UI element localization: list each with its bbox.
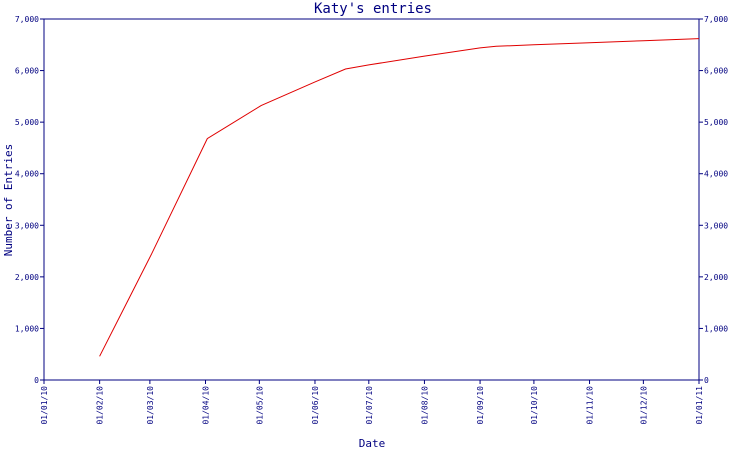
y-tick-label-right: 0	[704, 376, 709, 385]
y-axis-right: 0 1,000 2,000 3,000 4,000 5,000 6,000 7,000	[699, 15, 728, 385]
x-tick-label: 01/05/10	[255, 386, 264, 425]
y-tick-label-right: 3,000	[704, 221, 728, 230]
chart-title: Katy's entries	[314, 1, 432, 17]
y-tick-label-left: 3,000	[15, 221, 39, 230]
y-tick-label-right: 7,000	[704, 15, 728, 24]
y-tick-label-right: 4,000	[704, 170, 728, 179]
y-axis-label: Number of Entries	[2, 144, 15, 257]
plot-frame	[43, 18, 700, 381]
x-tick-label: 01/01/10	[40, 386, 49, 425]
x-tick-label: 01/03/10	[146, 386, 155, 425]
y-tick-label-left: 0	[34, 376, 39, 385]
x-tick-label: 01/01/11	[695, 386, 704, 425]
y-tick-label-left: 1,000	[15, 324, 39, 333]
y-tick-label-right: 1,000	[704, 324, 728, 333]
y-tick-label-left: 6,000	[15, 67, 39, 76]
y-axis-left: 0 1,000 2,000 3,000 4,000 5,000 6,000 7,000	[15, 15, 44, 385]
y-tick-label-left: 7,000	[15, 15, 39, 24]
y-tick-label-right: 2,000	[704, 273, 728, 282]
x-tick-label: 01/10/10	[530, 386, 539, 425]
x-tick-label: 01/07/10	[365, 386, 374, 425]
y-tick-label-left: 5,000	[15, 118, 39, 127]
series-line	[99, 38, 700, 357]
x-tick-label: 01/11/10	[586, 386, 595, 425]
x-tick-label: 01/12/10	[639, 386, 648, 425]
x-tick-label: 01/06/10	[311, 386, 320, 425]
x-axis: 01/01/10 01/02/10 01/03/10 01/04/10 01/05/10…	[40, 380, 704, 425]
x-tick-label: 01/09/10	[476, 386, 485, 425]
x-axis-label: Date	[359, 437, 386, 450]
y-tick-label-left: 2,000	[15, 273, 39, 282]
series-group	[99, 38, 700, 357]
x-tick-label: 01/02/10	[96, 386, 105, 425]
y-tick-label-right: 5,000	[704, 118, 728, 127]
y-tick-label-right: 6,000	[704, 67, 728, 76]
y-tick-label-left: 4,000	[15, 170, 39, 179]
x-tick-label: 01/04/10	[202, 386, 211, 425]
x-tick-label: 01/08/10	[420, 386, 429, 425]
